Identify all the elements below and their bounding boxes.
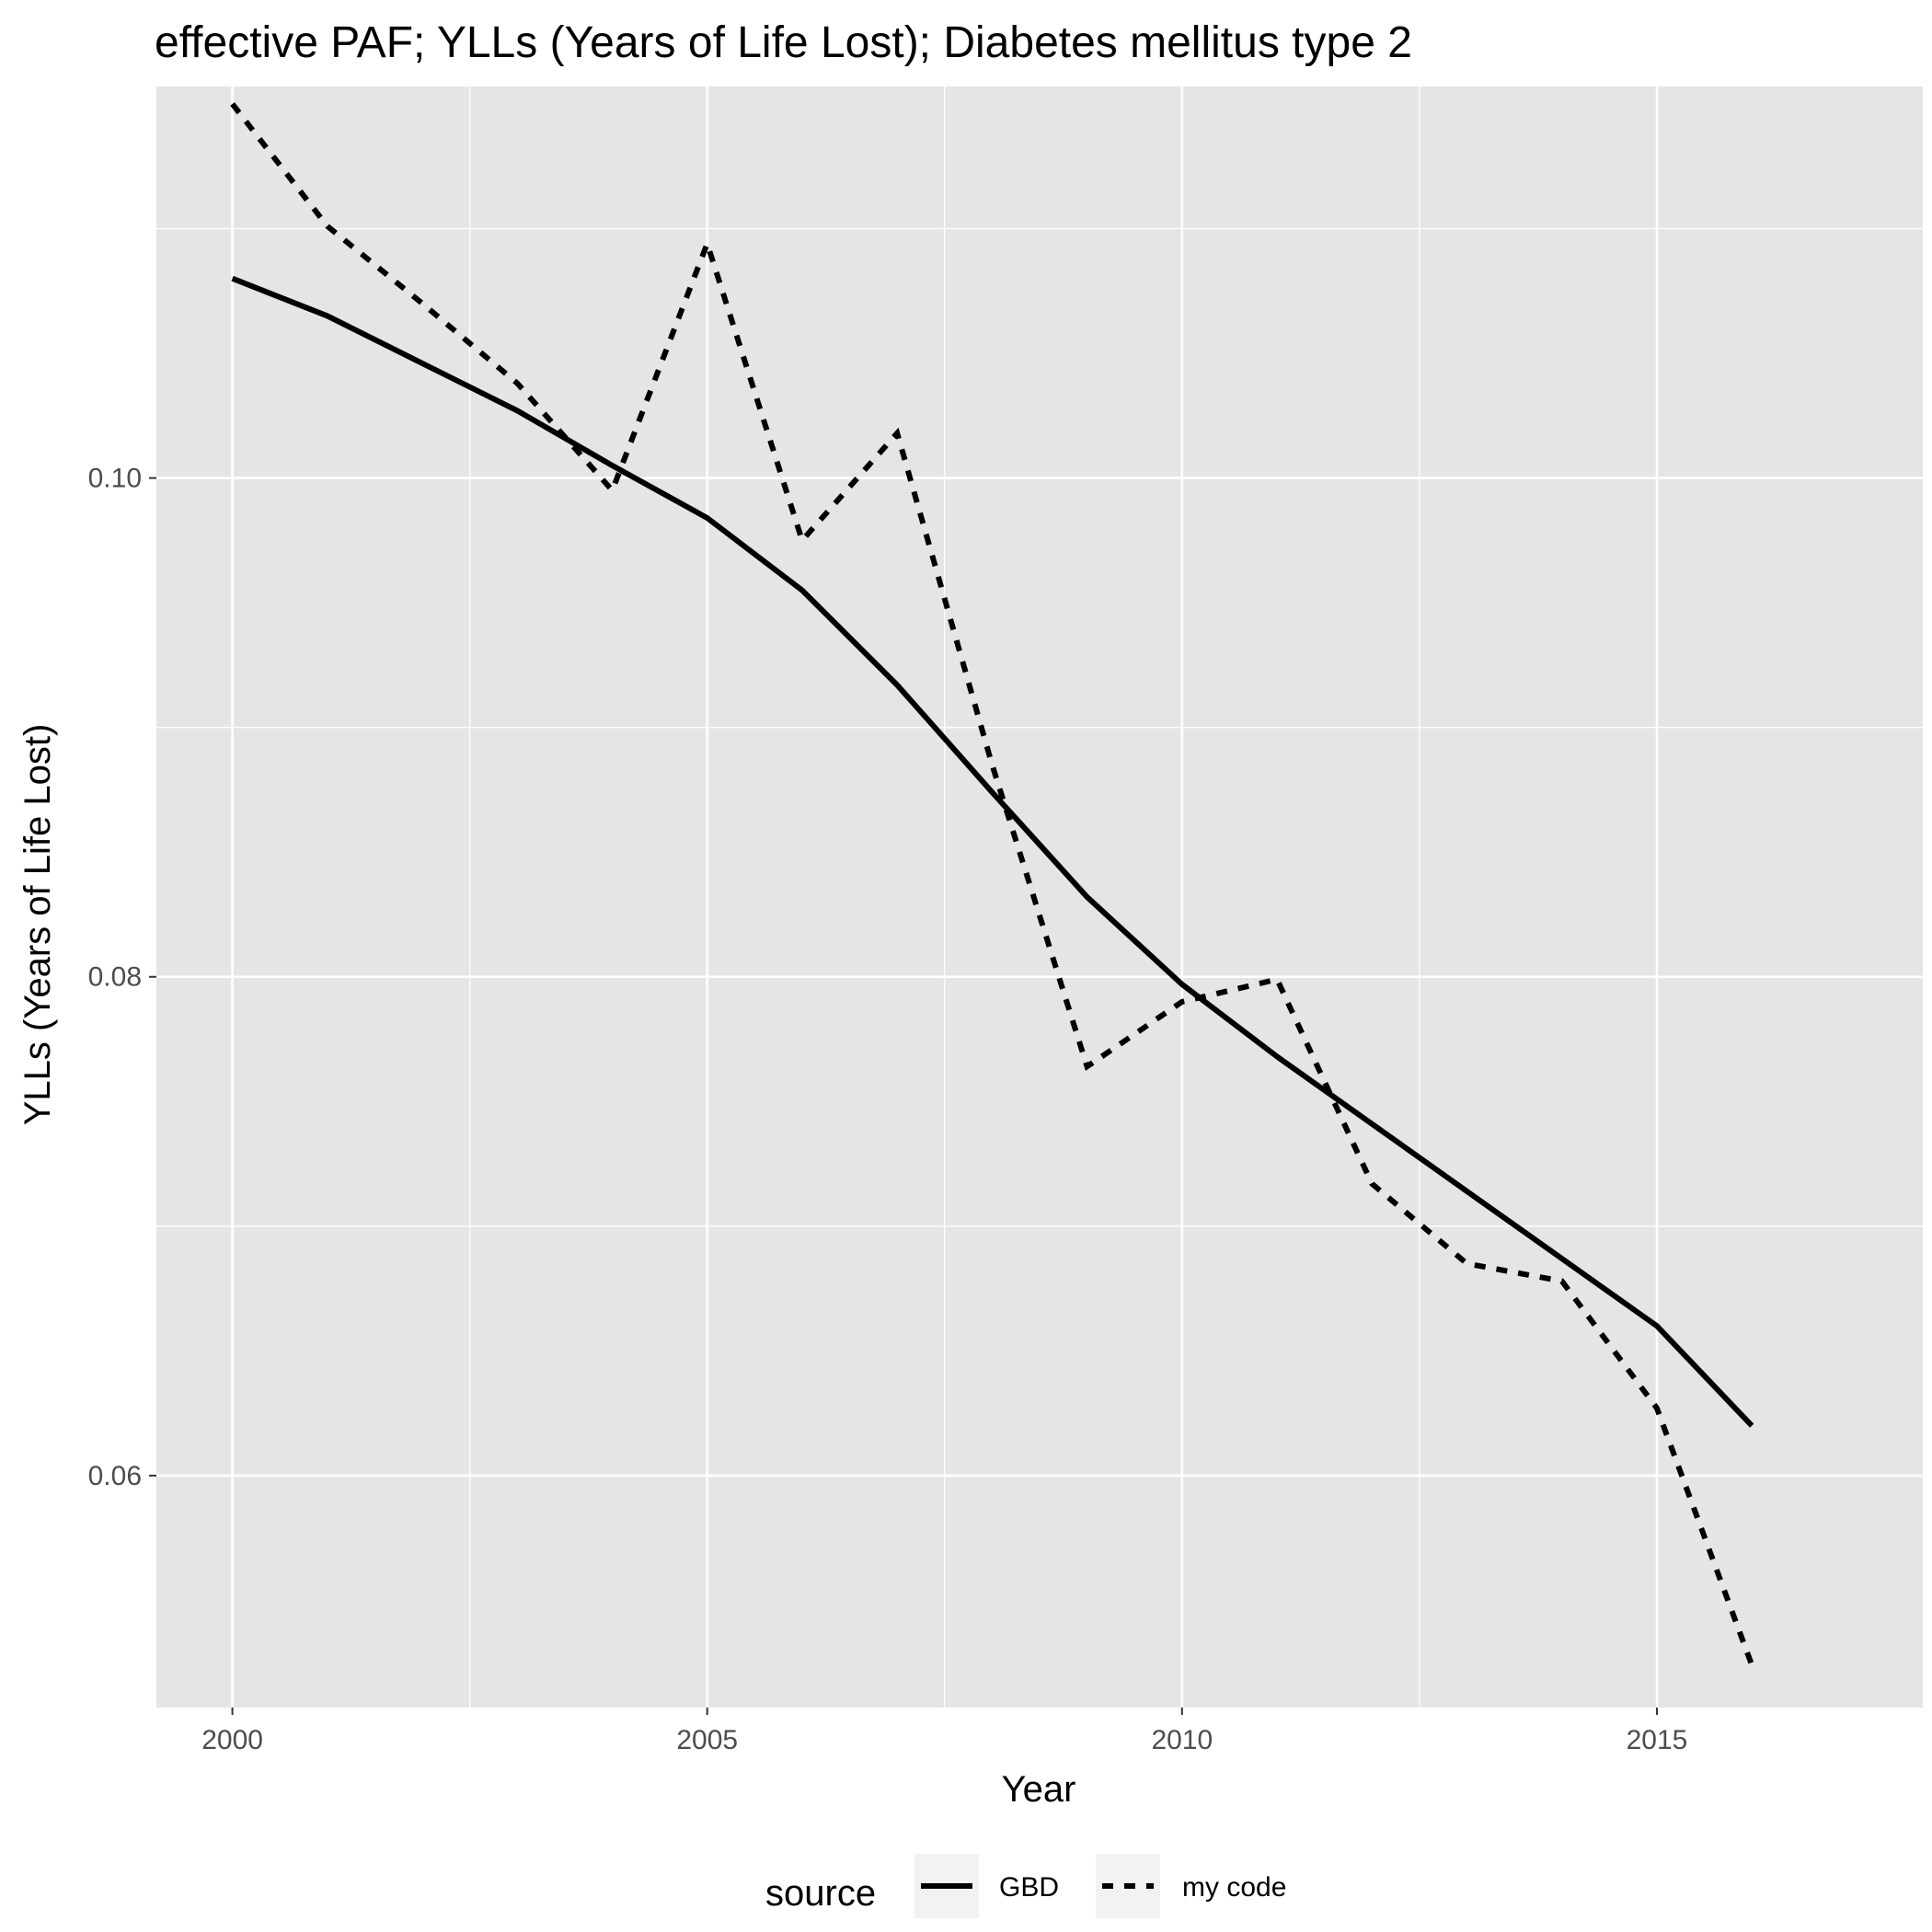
- gridlines: [156, 86, 1923, 1708]
- x-axis-title: Year: [1002, 1769, 1076, 1810]
- legend-item-gbd: GBD: [914, 1854, 1059, 1918]
- chart-title: effective PAF; YLLs (Years of Life Lost)…: [155, 18, 1412, 67]
- legend-item-my-code: my code: [1096, 1854, 1286, 1918]
- legend: source GBD my code: [765, 1854, 1286, 1918]
- legend-title: source: [765, 1873, 876, 1914]
- y-tick-label: 0.10: [88, 464, 142, 494]
- x-tick-label: 2015: [1627, 1725, 1688, 1755]
- series-lines: [230, 102, 1755, 1666]
- y-axis: 0.06 0.08 0.10: [88, 464, 156, 1491]
- series-line-my-code: [230, 102, 1755, 1666]
- y-tick-label: 0.08: [88, 962, 142, 993]
- x-tick-label: 2000: [201, 1725, 263, 1755]
- x-axis: 2000 2005 2010 2015: [201, 1708, 1687, 1755]
- legend-label-my-code: my code: [1182, 1872, 1286, 1903]
- plot-panel: [156, 86, 1923, 1708]
- y-tick-label: 0.06: [88, 1461, 142, 1491]
- y-axis-title: YLLs (Years of Life Lost): [17, 724, 58, 1126]
- series-line-gbd: [231, 275, 1754, 1428]
- x-tick-label: 2010: [1151, 1725, 1213, 1755]
- legend-label-gbd: GBD: [999, 1872, 1059, 1903]
- x-tick-label: 2005: [676, 1725, 738, 1755]
